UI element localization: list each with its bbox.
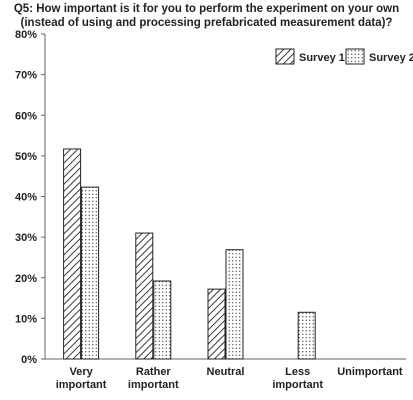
- bar-series-1: [63, 148, 82, 360]
- y-tick-label: 80%: [15, 29, 37, 41]
- bar-series-2: [225, 249, 244, 360]
- y-tick-label: 10%: [15, 313, 37, 325]
- bar-series-2: [153, 280, 172, 360]
- legend-label-series-1: Survey 1: [299, 52, 345, 64]
- bar-series-1: [135, 232, 154, 360]
- chart-title-line-2: (instead of using and processing prefabr…: [20, 17, 393, 29]
- bar-series-2: [81, 186, 100, 360]
- chart-title-line-1: Q5: How important is it for you to perfo…: [13, 3, 400, 15]
- legend-label-series-2: Survey 2: [369, 52, 413, 64]
- legend-swatch-series-2: [345, 48, 365, 65]
- x-category-label: Less important: [272, 366, 323, 391]
- y-tick-label: 30%: [15, 232, 37, 244]
- x-category-label: Very important: [56, 366, 107, 391]
- y-tick-label: 60%: [15, 110, 37, 122]
- y-tick-label: 40%: [15, 192, 37, 204]
- y-tick-label: 50%: [15, 151, 37, 163]
- legend-swatch-series-1: [275, 48, 295, 65]
- x-category-label: Unimportant: [337, 366, 403, 378]
- bar-series-1: [207, 288, 226, 360]
- x-category-label: Neutral: [207, 366, 245, 378]
- x-category-label: Rather important: [128, 366, 179, 391]
- y-tick-label: 70%: [15, 70, 37, 82]
- y-tick-label: 0%: [21, 354, 37, 366]
- bar-series-2: [297, 311, 316, 360]
- y-tick-label: 20%: [15, 273, 37, 285]
